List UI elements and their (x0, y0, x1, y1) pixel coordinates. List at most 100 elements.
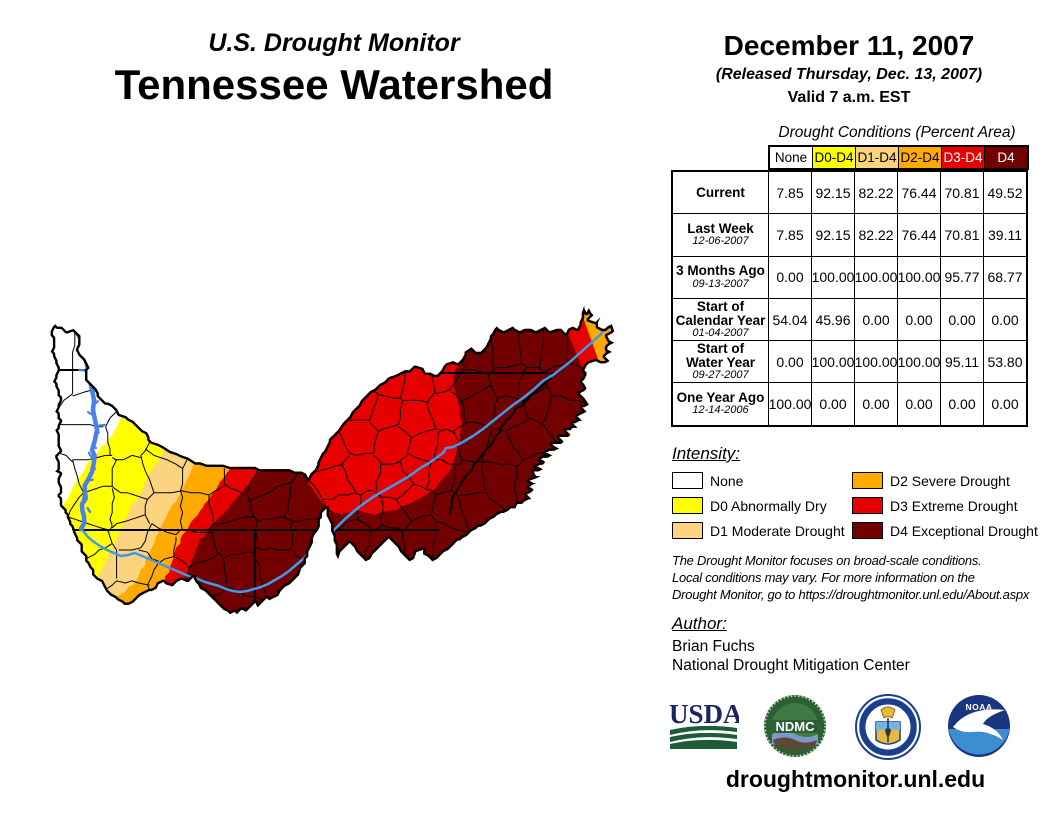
disclaimer-text: The Drought Monitor focuses on broad-sca… (672, 552, 1029, 604)
table-row-date: 01-04-2007 (692, 326, 749, 339)
table-cell: 0.00 (897, 298, 940, 341)
legend-swatch-d4-icon (852, 522, 883, 539)
table-cell: 100.00 (854, 341, 897, 383)
svg-text:USDA: USDA (669, 699, 739, 729)
table-col-d2d4: D2-D4 (898, 147, 941, 168)
table-cell: 0.00 (854, 383, 897, 425)
legend-item-d2: D2 Severe Drought (852, 468, 1038, 493)
footer-url: droughtmonitor.unl.edu (725, 766, 986, 792)
legend-item-label: D0 Abnormally Dry (710, 497, 827, 514)
table-row-label: 3 Months Ago 09-13-2007 (673, 256, 769, 298)
table-cell: 76.44 (897, 172, 940, 214)
table-cell: 92.15 (811, 214, 854, 256)
legend-item-none: None (672, 468, 845, 493)
table-cell: 76.44 (897, 214, 940, 256)
table-row-label: One Year Ago 12-14-2006 (673, 383, 769, 425)
date-block: December 11, 2007 (Released Thursday, De… (668, 30, 1030, 107)
table-row-one-year-ago: One Year Ago 12-14-2006 100.00 0.00 0.00 0.00… (673, 382, 1026, 425)
table-cell: 54.04 (772, 311, 808, 328)
legend-item-d3: D3 Extreme Drought (852, 493, 1038, 518)
table-row-date: 09-27-2007 (692, 369, 749, 382)
table-row-date: 12-06-2007 (692, 235, 749, 248)
table-header-row: None D0-D4 D1-D4 D2-D4 D3-D4 D4 (768, 145, 1029, 170)
legend-item-label: None (710, 472, 744, 489)
table-row-start-calendar-year: Start of Calendar Year 01-04-2007 54.04 45.… (673, 297, 1026, 341)
table-row-label: Current (673, 172, 769, 214)
svg-text:NDMC: NDMC (776, 719, 816, 734)
table-row-current: Current 7.85 92.15 82.22 76.44 70.81 49.52 (673, 172, 1026, 214)
table-cell: 0.00 (776, 353, 804, 370)
legend-column-right: D2 Severe Drought D3 Extreme Drought D4 Ex… (852, 468, 1038, 543)
disclaimer-line: Drought Monitor, go to https://droughtmo… (672, 587, 1030, 603)
map-date: December 11, 2007 (723, 30, 975, 61)
legend-swatch-none-icon (672, 472, 703, 489)
legend-swatch-d2-icon (852, 472, 883, 489)
legend-item-label: D3 Extreme Drought (890, 497, 1018, 514)
author-heading: Author: (672, 614, 727, 633)
table-cell: 0.00 (940, 383, 983, 425)
ndmc-logo-icon: NDMC (764, 695, 826, 757)
legend-item-d4: D4 Exceptional Drought (852, 518, 1038, 543)
table-cell: 0.00 (776, 269, 804, 286)
table-cell: 45.96 (811, 298, 854, 341)
table-cell: 0.00 (811, 383, 854, 425)
legend-heading: Intensity: (672, 444, 741, 463)
legend-swatch-d1-icon (672, 522, 703, 539)
table-cell: 0.00 (940, 298, 983, 341)
table-cell: 100.00 (897, 256, 940, 298)
table-col-none: None (770, 147, 812, 168)
table-col-d1d4: D1-D4 (855, 147, 898, 168)
table-cell: 0.00 (854, 298, 897, 341)
legend-item-label: D1 Moderate Drought (710, 522, 845, 539)
table-cell: 0.00 (983, 383, 1026, 425)
legend-item-label: D2 Severe Drought (890, 472, 1010, 489)
table-cell: 70.81 (940, 214, 983, 256)
svg-text:NOAA: NOAA (965, 702, 992, 712)
release-date: (Released Thursday, Dec. 13, 2007) (715, 66, 983, 83)
table-row-3-months-ago: 3 Months Ago 09-13-2007 0.00 100.00 100.00 10… (673, 255, 1026, 298)
table-col-d0d4: D0-D4 (812, 147, 855, 168)
table-cell: 92.15 (811, 172, 854, 214)
legend-item-label: D4 Exceptional Drought (890, 522, 1038, 539)
table-row-start-water-year: Start of Water Year 09-27-2007 0.00 100.00 1… (673, 340, 1026, 383)
table-title: Drought Conditions (Percent Area) (778, 124, 1016, 141)
table-cell: 100.00 (811, 341, 854, 383)
legend-column-left: None D0 Abnormally Dry D1 Moderate Drought (672, 468, 845, 543)
author-organization: National Drought Mitigation Center (672, 657, 910, 674)
table-row-last-week: Last Week 12-06-2007 7.85 92.15 82.22 76.44 70… (673, 213, 1026, 256)
legend-swatch-d3-icon (852, 497, 883, 514)
commerce-seal-icon (855, 694, 921, 760)
table-cell: 7.85 (776, 184, 804, 201)
table-cell: 100.00 (897, 341, 940, 383)
disclaimer-line: Local conditions may vary. For more info… (672, 570, 975, 586)
table-cell: 82.22 (854, 172, 897, 214)
legend-item-d1: D1 Moderate Drought (672, 518, 845, 543)
usda-logo-icon: USDA (669, 699, 739, 749)
table-col-d4: D4 (984, 147, 1027, 168)
page-supertitle: U.S. Drought Monitor (208, 29, 460, 57)
table-cell: 95.11 (940, 341, 983, 383)
table-row-label: Last Week 12-06-2007 (673, 214, 769, 256)
table-cell: 70.81 (940, 172, 983, 214)
table-row-label: Start of Calendar Year 01-04-2007 (673, 298, 769, 341)
table-row-date: 09-13-2007 (692, 277, 749, 290)
disclaimer-line: The Drought Monitor focuses on broad-sca… (672, 553, 982, 568)
author-name: Brian Fuchs (672, 638, 755, 655)
table-col-d3d4: D3-D4 (941, 147, 984, 168)
legend-swatch-d0-icon (672, 497, 703, 514)
table-cell: 49.52 (983, 172, 1026, 214)
table-cell: 0.00 (983, 298, 1026, 341)
table-cell: 100.00 (811, 256, 854, 298)
table-row-label: Start of Water Year 09-27-2007 (673, 341, 769, 383)
table-cell: 53.80 (983, 341, 1026, 383)
legend-item-d0: D0 Abnormally Dry (672, 493, 845, 518)
table-cell: 95.77 (940, 256, 983, 298)
table-cell: 100.00 (768, 396, 812, 413)
table-cell: 68.77 (983, 256, 1026, 298)
table-cell: 7.85 (776, 226, 804, 243)
table-row-date: 12-14-2006 (692, 404, 749, 417)
table-cell: 39.11 (983, 214, 1026, 256)
valid-time: Valid 7 a.m. EST (787, 89, 911, 106)
